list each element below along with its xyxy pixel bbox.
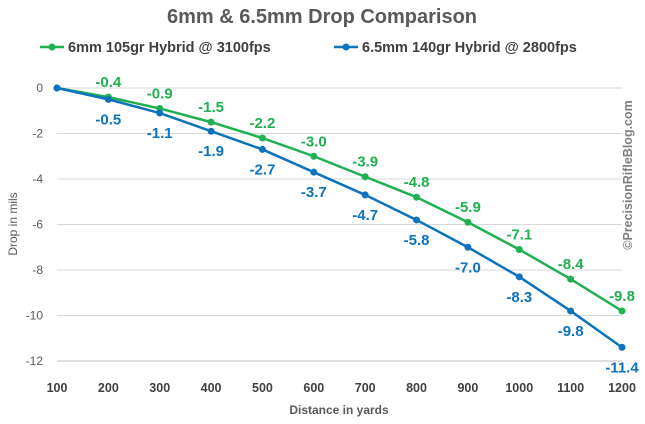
x-tick-label: 300: [149, 381, 170, 395]
y-tick-label: -2: [32, 127, 43, 141]
y-tick-label: -12: [26, 354, 44, 368]
data-point: [258, 134, 266, 142]
legend-marker-6mm: [48, 43, 56, 51]
legend-label-6mm: 6mm 105gr Hybrid @ 3100fps: [68, 40, 271, 56]
data-point: [515, 246, 523, 254]
data-label: -0.5: [95, 111, 121, 128]
data-label: -3.7: [301, 184, 327, 201]
series-line-1: [56, 86, 623, 349]
data-label: -11.4: [605, 359, 639, 376]
legend-item-6-5mm: 6.5mm 140gr Hybrid @ 2800fps: [334, 40, 577, 56]
data-label: -0.4: [95, 74, 122, 91]
data-label: -1.5: [198, 99, 224, 116]
gridlines: [57, 87, 622, 316]
x-tick-label: 400: [201, 381, 222, 395]
data-point: [618, 307, 626, 315]
data-label: -0.9: [147, 85, 173, 102]
data-label: -8.3: [506, 289, 532, 306]
x-axis-title: Distance in yards: [289, 403, 389, 417]
data-point: [515, 273, 523, 281]
data-label: -2.2: [250, 115, 276, 132]
x-tick-label: 700: [355, 381, 376, 395]
x-tick-label: 200: [98, 381, 119, 395]
series-lines: [53, 84, 626, 351]
data-label: -4.7: [352, 207, 378, 224]
data-point: [53, 84, 61, 92]
data-label: -2.7: [250, 161, 276, 178]
data-label: -9.8: [558, 323, 584, 340]
x-tick-label: 500: [252, 381, 273, 395]
y-tick-label: -6: [32, 218, 43, 232]
legend-label-6-5mm: 6.5mm 140gr Hybrid @ 2800fps: [362, 40, 577, 56]
data-point: [567, 275, 575, 283]
y-axis-title: Drop in mils: [6, 192, 20, 255]
x-tick-label: 800: [406, 381, 427, 395]
data-label: -8.4: [558, 256, 585, 273]
data-label: -1.1: [147, 125, 173, 142]
data-point: [310, 152, 318, 160]
x-tick-label: 1100: [557, 381, 584, 395]
data-point: [464, 218, 472, 226]
data-point: [207, 118, 215, 126]
data-label: -3.0: [301, 133, 327, 150]
data-point: [310, 168, 318, 176]
data-point: [156, 109, 164, 117]
data-labels: -0.4 -0.9 -1.5 -2.2 -3.0 -3.9 -4.8 -5.9 -7.1 -8.4…: [95, 74, 639, 376]
data-label: -9.8: [609, 288, 635, 305]
x-tick-label: 100: [47, 381, 68, 395]
data-point: [618, 343, 626, 351]
data-point: [464, 243, 472, 251]
series-line-0: [56, 86, 623, 313]
x-tick-label: 600: [303, 381, 324, 395]
data-point: [104, 95, 112, 103]
y-tick-label: -10: [26, 309, 44, 323]
data-point: [207, 127, 215, 135]
legend-item-6mm: 6mm 105gr Hybrid @ 3100fps: [40, 40, 271, 56]
y-tick-label: -4: [32, 172, 43, 186]
x-tick-label: 900: [457, 381, 478, 395]
data-label: -7.0: [455, 259, 481, 276]
data-label: -3.9: [352, 154, 378, 171]
y-tick-label: -8: [32, 263, 43, 277]
data-point: [567, 307, 575, 315]
data-label: -4.8: [404, 174, 430, 191]
data-label: -7.1: [506, 227, 532, 244]
data-point: [258, 145, 266, 153]
data-label: -5.9: [455, 199, 481, 216]
x-tick-label: 1000: [505, 381, 533, 395]
y-tick-label: 0: [36, 81, 43, 95]
data-point: [361, 191, 369, 199]
watermark: ©PrecisionRifleBlog.com: [621, 100, 635, 250]
data-point: [413, 216, 421, 224]
chart-title: 6mm & 6.5mm Drop Comparison: [167, 6, 477, 28]
data-label: -1.9: [198, 143, 224, 160]
legend-marker-6-5mm: [342, 43, 350, 51]
legend: 6mm 105gr Hybrid @ 3100fps 6.5mm 140gr H…: [40, 40, 577, 56]
x-tick-label: 1200: [608, 381, 636, 395]
data-label: -5.8: [404, 232, 430, 249]
data-point: [413, 193, 421, 201]
data-point: [361, 173, 369, 181]
